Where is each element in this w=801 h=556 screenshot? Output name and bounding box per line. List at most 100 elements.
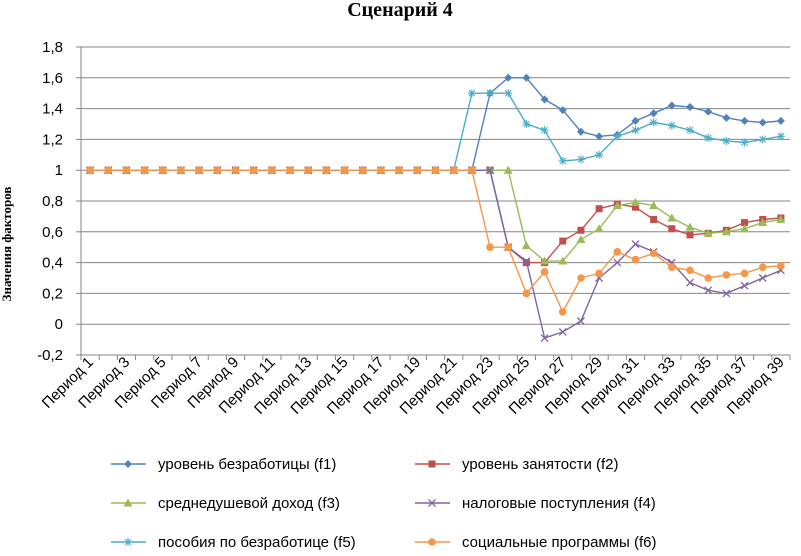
data-point <box>576 235 586 243</box>
data-point <box>613 258 622 267</box>
data-point <box>413 166 422 174</box>
data-point <box>740 281 749 290</box>
data-point <box>486 243 494 251</box>
data-point <box>358 166 367 174</box>
data-point <box>704 274 712 282</box>
data-point <box>449 166 458 174</box>
data-point <box>722 113 731 122</box>
y-tick-label: 1,2 <box>42 131 63 148</box>
data-point <box>577 274 585 282</box>
data-point <box>377 166 385 174</box>
data-point <box>758 263 767 272</box>
data-point <box>486 166 494 175</box>
series-line <box>90 92 782 171</box>
data-point <box>668 263 676 272</box>
y-tick-label: 1,6 <box>42 70 63 87</box>
data-point <box>428 460 436 468</box>
legend-entry: пособия по безработице (f5) <box>111 534 356 551</box>
data-point <box>504 243 513 251</box>
series-line <box>90 169 781 314</box>
y-tick-label: 0 <box>55 316 63 333</box>
data-point <box>540 334 549 343</box>
data-point <box>721 227 731 236</box>
legend-label: среднедушевой доход (f3) <box>158 495 340 512</box>
axes <box>76 46 791 360</box>
data-point <box>741 219 749 227</box>
y-axis-ticks: 1,8 1,6 1,4 1,2 1 0,8 0,6 0,4 0,2 0 -0,2 <box>37 39 63 364</box>
data-point <box>595 269 603 278</box>
gridlines <box>81 46 790 356</box>
data-point <box>540 268 549 276</box>
data-point <box>758 118 767 127</box>
data-point <box>722 289 731 298</box>
legend-label: социальные программы (f6) <box>462 534 657 551</box>
data-point <box>595 132 604 141</box>
data-point <box>649 249 658 258</box>
y-tick-label: 0,8 <box>42 193 63 210</box>
data-point <box>558 106 567 115</box>
data-point <box>540 95 549 104</box>
data-point <box>667 101 676 110</box>
series-lines <box>85 73 786 343</box>
series-line <box>90 77 781 171</box>
data-point <box>486 89 495 98</box>
y-tick-label: 0,2 <box>42 285 63 302</box>
legend-entry: социальные программы (f6) <box>415 534 657 551</box>
legend-entry: налоговые поступления (f4) <box>415 495 656 512</box>
data-point <box>213 166 222 174</box>
data-point <box>631 203 639 211</box>
data-point <box>758 274 767 282</box>
data-point <box>123 498 133 507</box>
y-tick-label: 0,6 <box>42 224 63 241</box>
data-point <box>758 135 767 144</box>
legend-entry: уровень занятости (f2) <box>415 456 619 473</box>
chart-title: Сценарий 4 <box>347 0 453 21</box>
data-point <box>268 166 276 174</box>
data-point <box>122 166 131 174</box>
series-3 <box>85 165 786 265</box>
legend-entry: уровень безработицы (f1) <box>111 456 336 473</box>
data-point <box>467 89 476 98</box>
data-point <box>631 255 640 264</box>
data-point <box>521 241 531 250</box>
data-point <box>522 289 531 298</box>
data-point <box>576 317 585 326</box>
legend-label: пособия по безработице (f5) <box>158 534 356 551</box>
data-point <box>428 499 436 507</box>
data-point <box>740 138 749 147</box>
data-point <box>704 286 713 295</box>
legend: уровень безработицы (f1) уровень занятост… <box>111 456 657 551</box>
y-tick-label: 1 <box>55 162 63 179</box>
series-4 <box>86 166 785 343</box>
data-point <box>612 201 622 210</box>
data-point <box>195 166 203 174</box>
data-point <box>340 166 349 174</box>
data-point <box>650 215 658 223</box>
data-point <box>686 278 694 287</box>
data-point <box>740 116 749 125</box>
data-point <box>613 248 622 256</box>
data-point <box>522 257 531 266</box>
data-point <box>595 150 604 159</box>
data-point <box>776 116 785 125</box>
data-point <box>577 226 585 234</box>
data-point <box>124 460 132 468</box>
data-point <box>686 266 694 275</box>
data-point <box>649 118 658 127</box>
data-point <box>595 205 603 213</box>
data-point <box>304 166 313 174</box>
y-tick-label: -0,2 <box>37 347 63 364</box>
legend-label: уровень занятости (f2) <box>462 456 619 473</box>
data-point <box>286 166 294 174</box>
series-line <box>90 169 782 262</box>
data-point <box>667 213 677 222</box>
data-point <box>667 121 676 130</box>
data-point <box>758 218 768 227</box>
data-point <box>522 120 531 128</box>
data-point <box>631 116 640 125</box>
data-point <box>558 156 567 165</box>
data-point <box>322 166 331 174</box>
data-point <box>704 107 713 116</box>
